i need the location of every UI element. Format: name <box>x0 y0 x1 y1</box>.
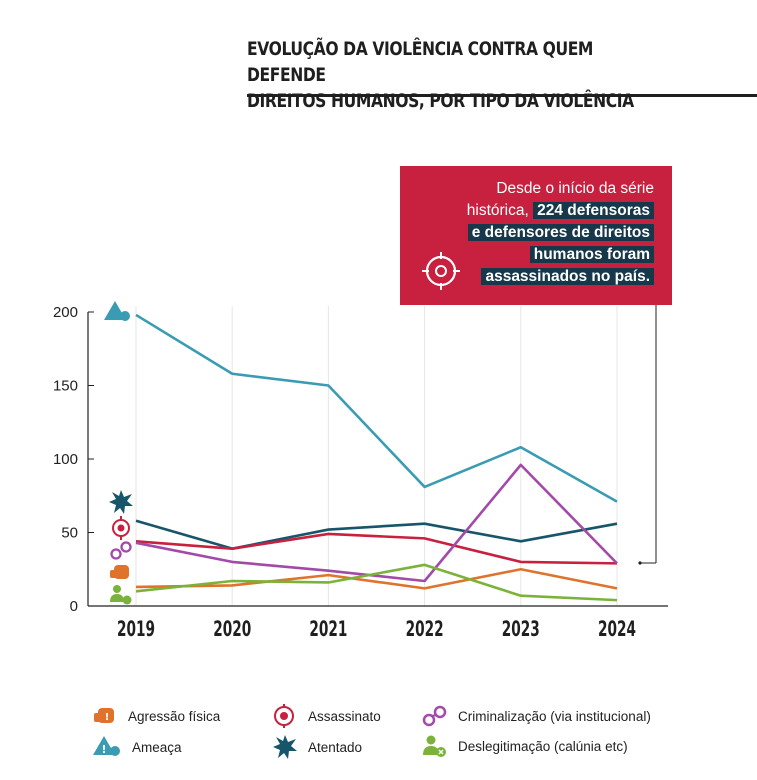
y-tick-label: 50 <box>61 525 78 542</box>
callout-line4-highlight: humanos foram <box>529 246 654 263</box>
callout-line2-plain: histórica, <box>466 202 529 219</box>
callout-line1: Desde o início da série <box>496 180 654 197</box>
series-line <box>135 313 618 503</box>
person-x-icon <box>110 585 132 605</box>
callout-line3-highlight: e defensores de direitos <box>467 224 654 241</box>
callout-line4: humanos foram <box>529 244 654 265</box>
x-tick-label: 2023 <box>502 617 540 641</box>
target-icon <box>112 516 130 540</box>
person-x-icon <box>423 735 446 757</box>
warning-person-icon: ! <box>93 736 120 756</box>
svg-text:!: ! <box>105 712 110 723</box>
fist-icon <box>110 565 129 579</box>
callout-box: Desde o início da série histórica, 224 d… <box>400 166 672 305</box>
icon-shape <box>110 594 124 602</box>
icon-shape <box>117 524 125 532</box>
y-tick-label: 200 <box>53 304 78 321</box>
callout-line3: e defensores de direitos <box>467 222 654 243</box>
target-icon <box>422 252 460 290</box>
callout-line2: histórica, 224 defensoras <box>467 200 654 221</box>
x-tick-label: 2019 <box>117 617 155 641</box>
chart-title-line1: EVOLUÇÃO DA VIOLÊNCIA CONTRA QUEM DEFEND… <box>247 38 594 86</box>
legend-label-atentado: Atentado <box>308 739 363 755</box>
series-line <box>135 563 618 602</box>
legend-item-assassinato: Assassinato <box>272 704 381 728</box>
legend-item-ameaca: ! Ameaça <box>92 734 182 760</box>
explosion-icon <box>273 735 297 759</box>
icon-shape <box>120 311 130 321</box>
target-icon <box>274 704 294 728</box>
x-axis: 2019 2020 2021 2022 2023 2024 <box>88 605 668 641</box>
icon-shape <box>122 595 132 605</box>
y-axis: 0 50 100 150 200 <box>53 304 94 615</box>
explosion-icon <box>109 490 133 514</box>
callout-line5-highlight: assassinados no país. <box>481 268 654 285</box>
x-tick-label: 2024 <box>598 617 636 641</box>
title-underline <box>247 94 757 97</box>
legend: ! Agressão física Assassinato Criminaliz… <box>0 700 757 770</box>
legend-label-deslegitimacao: Deslegitimação (calúnia etc) <box>458 738 628 754</box>
icon-shape <box>120 541 132 553</box>
legend-label-agressao: Agressão física <box>128 708 221 724</box>
series-line <box>135 532 618 565</box>
series-icons <box>104 301 133 605</box>
x-tick-label: 2022 <box>406 617 444 641</box>
legend-item-criminalizacao: Criminalização (via institucional) <box>422 704 651 728</box>
icon-shape <box>110 548 122 560</box>
legend-item-agressao: ! Agressão física <box>92 704 220 728</box>
handcuffs-icon <box>110 541 132 560</box>
callout-line2-highlight: 224 defensoras <box>533 202 654 219</box>
chart-grid <box>135 306 618 606</box>
legend-item-atentado: Atentado <box>272 734 362 760</box>
y-tick-label: 0 <box>70 598 78 615</box>
callout-line5: assassinados no país. <box>481 266 654 287</box>
icon-shape <box>109 490 133 514</box>
legend-item-deslegitimacao: Deslegitimação (calúnia etc) <box>422 734 628 758</box>
series-line <box>135 567 618 590</box>
callout-connector <box>638 305 657 565</box>
legend-label-ameaca: Ameaça <box>132 739 182 755</box>
x-tick-label: 2021 <box>309 617 347 641</box>
svg-text:!: ! <box>101 743 106 756</box>
legend-label-criminalizacao: Criminalização (via institucional) <box>458 708 651 724</box>
line-chart: 0 50 100 150 200 2019 2020 2021 2022 2023 2024 <box>53 301 668 641</box>
chart-series <box>135 313 618 602</box>
handcuffs-icon <box>422 705 447 727</box>
series-line <box>135 463 618 583</box>
icon-shape <box>110 570 117 578</box>
icon-shape <box>113 585 121 593</box>
warning-person-icon <box>104 301 130 321</box>
y-tick-label: 150 <box>53 378 78 395</box>
icon-shape <box>114 565 129 579</box>
y-tick-label: 100 <box>53 451 78 468</box>
series-line <box>135 519 618 550</box>
fist-icon: ! <box>94 708 114 723</box>
x-tick-label: 2020 <box>213 617 251 641</box>
legend-label-assassinato: Assassinato <box>308 708 381 724</box>
